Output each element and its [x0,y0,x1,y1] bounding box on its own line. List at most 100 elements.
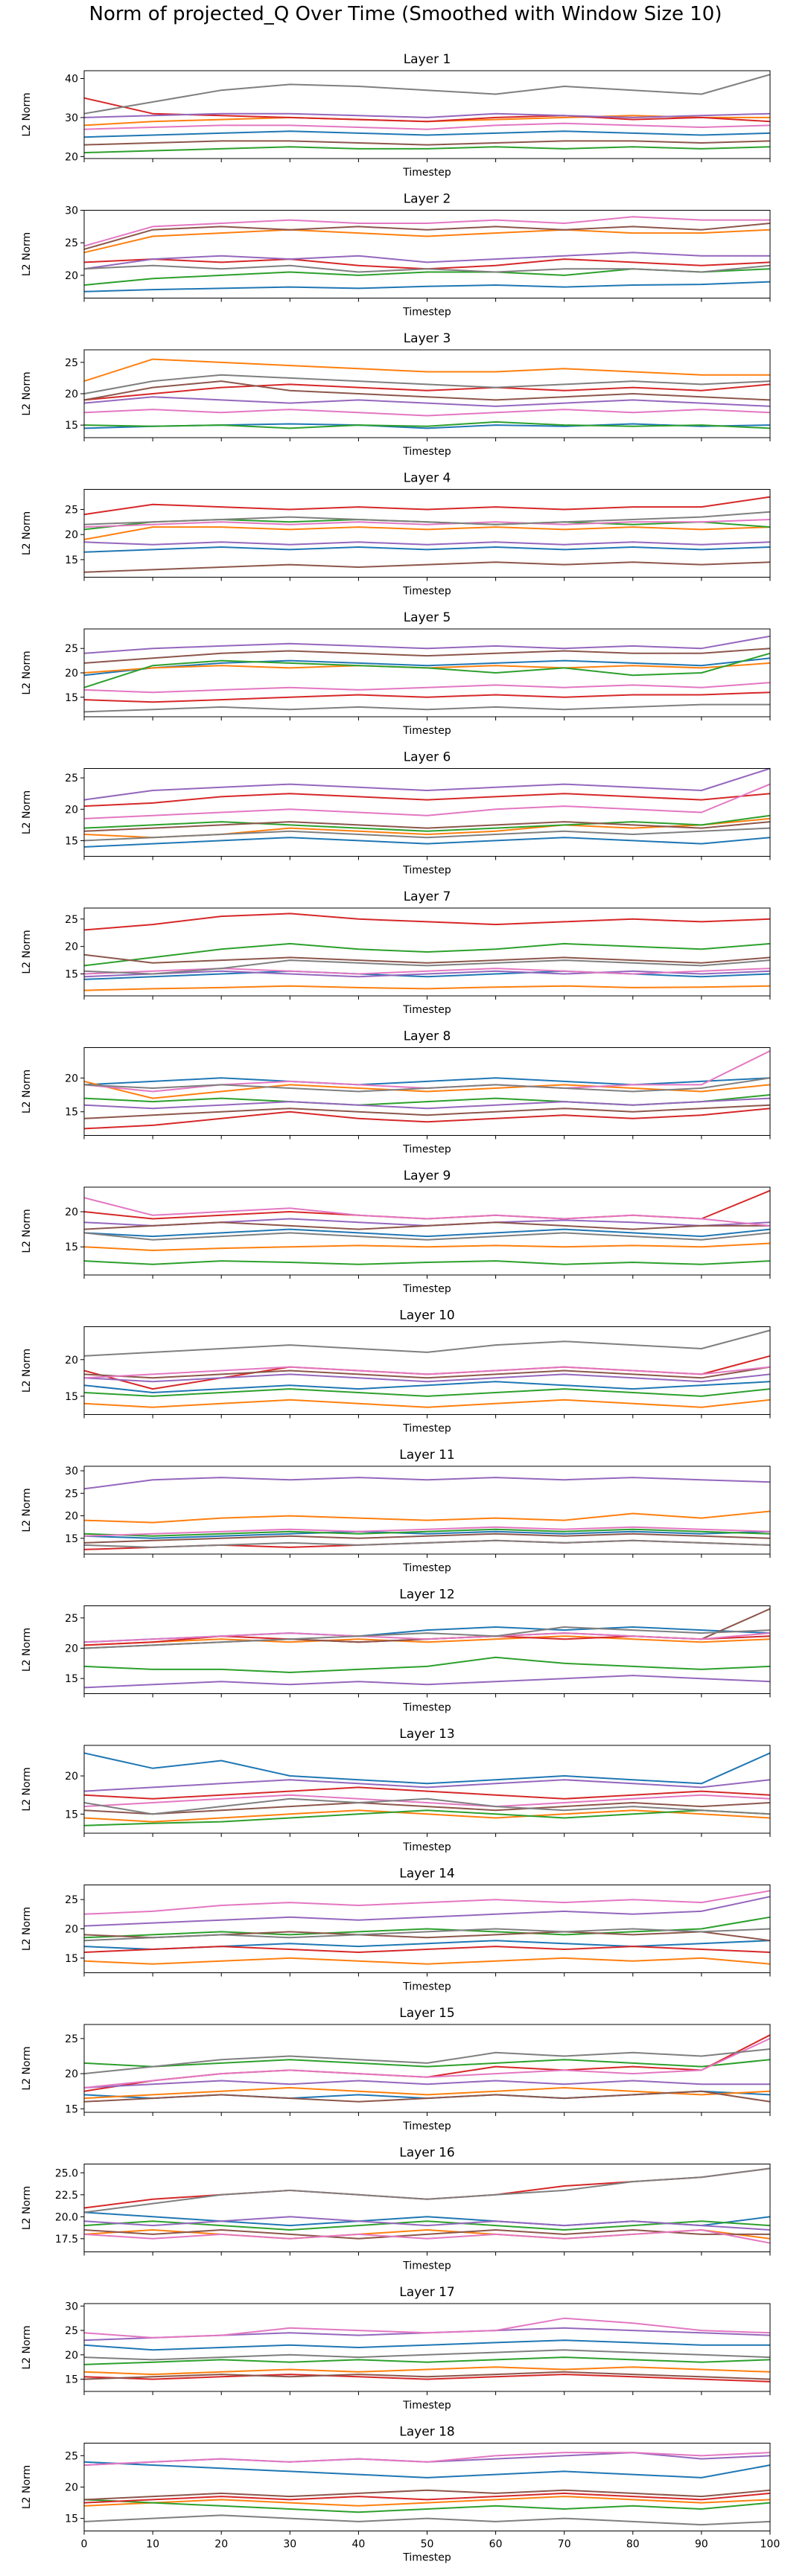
y-axis-label: L2 Norm [21,790,33,834]
y-tick-label: 15 [65,1107,78,1119]
y-tick-label: 15 [65,1673,78,1685]
y-tick-label: 25 [65,2033,78,2045]
y-axis-label: L2 Norm [21,1628,33,1672]
y-axis-label: L2 Norm [21,2046,33,2090]
series-line [83,541,771,546]
series-line [83,1626,771,1649]
y-tick-label: 17.5 [55,2234,78,2246]
series-line [83,1232,771,1241]
panel-title: Layer 17 [399,2285,454,2300]
panel-title: Layer 11 [399,1448,454,1463]
y-tick-label: 25 [65,1613,78,1625]
series-line [83,216,770,247]
y-tick-label: 15 [65,2103,78,2115]
layer-panel: Layer 11 15 20 25 30 Timestep L2 Norm [21,1448,771,1574]
series-line [83,913,771,931]
series-line [83,1916,771,1939]
series-line [83,1539,771,1548]
plot-frame [83,1326,771,1415]
series-line [83,252,770,270]
y-tick-label: 20 [65,151,78,163]
x-axis-label: Timestep [402,1423,451,1435]
series-line [83,2461,771,2478]
series-line [83,409,771,417]
series-line [83,1477,771,1490]
series-line [83,2371,771,2380]
panel-title: Layer 6 [404,750,451,765]
series-line [83,1530,771,1539]
series-line [83,2514,771,2526]
panel-title: Layer 4 [404,471,451,486]
y-tick-label: 30 [65,112,78,124]
panel-title: Layer 18 [399,2425,454,2440]
series-line [83,2349,771,2361]
layer-panel: Layer 17 15 20 25 30 Timestep L2 Norm [21,2285,771,2412]
series-line [83,1794,771,1808]
series-line [83,2489,771,2501]
series-line [83,146,771,154]
series-line [83,1381,771,1393]
layer-panel: Layer 18 15 20 25 0 10 20 30 40 50 60 70 80 90 100 Time… [21,2425,780,2564]
y-tick-label: 20.0 [55,2211,78,2223]
series-line [83,1526,771,1537]
y-tick-label: 15 [65,2513,78,2525]
x-tick-label: 100 [760,2539,780,2551]
y-tick-label: 25 [65,504,78,516]
y-tick-label: 15 [65,554,78,566]
series-line [83,1388,771,1397]
plot-frame [83,628,771,717]
series-line [83,2366,771,2376]
series-line [83,1632,771,1643]
series-line [83,268,771,286]
y-tick-label: 20 [65,529,78,541]
y-axis-label: L2 Norm [21,1488,33,1532]
panel-title: Layer 3 [404,331,451,346]
panel-title: Layer 8 [404,1029,451,1044]
series-line [83,821,771,832]
series-line [83,2356,771,2365]
y-axis-label: L2 Norm [21,651,33,694]
y-tick-label: 25 [65,357,78,369]
series-line [83,1675,771,1689]
y-tick-label: 20 [65,1073,78,1084]
series-line [83,519,771,528]
y-axis-label: L2 Norm [21,371,33,415]
x-axis-label: Timestep [402,1981,451,1993]
series-line [83,2167,771,2209]
x-axis-label: Timestep [402,2400,451,2412]
y-tick-label: 25 [65,1488,78,1500]
y-tick-label: 30 [65,205,78,217]
x-axis-label: Timestep [402,1144,451,1156]
series-line [83,1197,771,1227]
panel-title: Layer 10 [399,1308,454,1323]
series-line [83,1797,771,1815]
series-line [83,2090,771,2103]
layer-panel: Layer 4 15 20 25 Timestep L2 Norm [21,471,771,598]
y-axis-label: L2 Norm [21,232,33,276]
series-line [83,396,771,407]
panel-title: Layer 7 [404,889,451,904]
series-line [83,2220,771,2231]
x-tick-label: 30 [283,2539,296,2551]
y-tick-label: 15 [65,1533,78,1545]
series-line [83,1802,771,1815]
y-tick-label: 15 [65,692,78,704]
x-tick-label: 90 [695,2539,708,2551]
panel-title: Layer 12 [399,1588,454,1602]
series-line [83,793,771,808]
series-line [83,942,771,967]
series-line [83,1097,771,1110]
layer-panel: Layer 8 15 20 Timestep L2 Norm [21,1029,771,1156]
y-tick-label: 25 [65,237,78,249]
series-line [83,383,771,401]
y-tick-label: 20 [65,1771,78,1783]
layer-panel: Layer 15 15 20 25 Timestep L2 Norm [21,2006,771,2132]
y-tick-label: 20 [65,389,78,400]
plot-frame [83,1605,771,1694]
series-line [83,703,770,713]
series-line [83,1050,771,1093]
series-line [83,657,771,677]
y-axis-label: L2 Norm [21,1209,33,1253]
x-axis-label: Timestep [402,1562,451,1574]
x-axis-label: Timestep [402,2552,451,2564]
